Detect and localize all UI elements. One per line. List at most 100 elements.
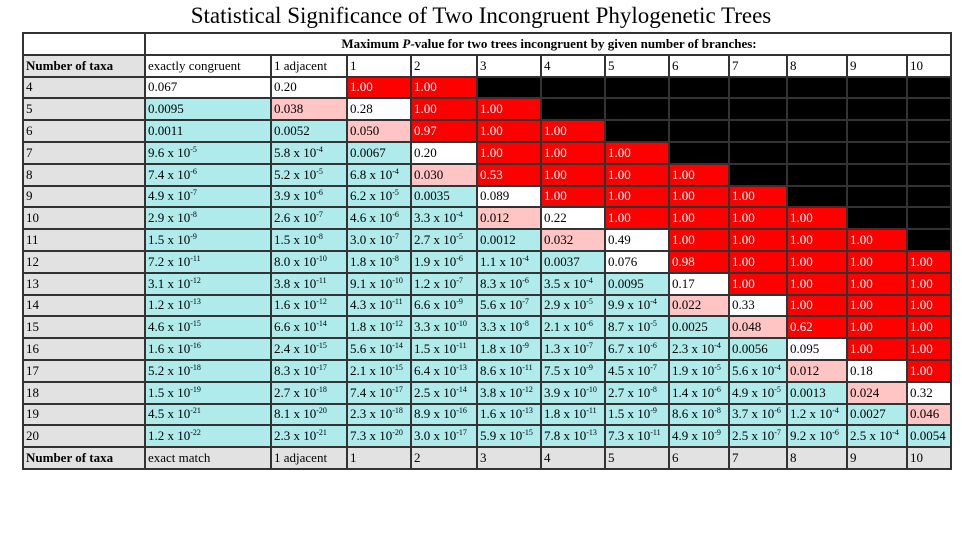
p-value-cell: 2.1 x 10-15 [346,358,412,383]
p-value-cell: 4.9 x 10-9 [668,424,730,449]
p-value-cell: 1.00 [410,75,478,100]
p-value-cell: 1.00 [668,184,730,209]
column-header: 7 [728,446,788,470]
p-value-cell: 2.5 x 10-14 [410,380,478,405]
column-header: 8 [786,53,848,78]
p-value-cell [846,75,908,100]
p-value-cell: 1.6 x 10-13 [476,402,542,427]
p-value-cell: 4.5 x 10-21 [144,402,272,427]
taxa-count: 5 [22,97,146,122]
p-value-cell: 1.00 [728,249,788,274]
p-value-cell: 1.00 [906,249,952,274]
p-value-cell: 1.00 [846,249,908,274]
column-header: 4 [540,446,606,470]
p-value-cell: 7.3 x 10-11 [604,424,670,449]
taxa-count: 13 [22,271,146,296]
p-value-cell [728,75,788,100]
p-value-cell: 0.0054 [906,424,952,449]
p-value-cell: 1.8 x 10-8 [346,249,412,274]
p-value-cell: 1.00 [728,271,788,296]
p-value-cell: 1.8 x 10-11 [540,402,606,427]
taxa-count: 7 [22,140,146,165]
p-value-cell: 1.9 x 10-5 [668,358,730,383]
column-header: 3 [476,446,542,470]
p-value-cell: 0.0012 [476,228,542,252]
p-value-cell: 1.5 x 10-11 [410,337,478,361]
p-value-cell: 1.00 [668,228,730,252]
p-value-cell: 1.00 [604,184,670,209]
taxa-count: 6 [22,119,146,143]
taxa-count: 8 [22,162,146,187]
taxa-count: 17 [22,358,146,383]
p-value-cell [846,206,908,231]
p-value-cell: 0.067 [144,75,272,100]
p-value-cell [846,97,908,122]
p-value-cell: 7.8 x 10-13 [540,424,606,449]
p-value-cell [786,162,848,187]
table-row: 14 1.2 x 10-13 1.6 x 10-12 4.3 x 10-11 6.6 x… [22,293,952,318]
column-header: 1 [346,446,412,470]
p-value-cell: 8.3 x 10-6 [476,271,542,296]
p-value-cell [540,97,606,122]
p-value-cell [668,140,730,165]
p-value-cell [906,228,952,252]
p-value-cell: 8.3 x 10-17 [270,358,348,383]
p-value-cell: 0.0037 [540,249,606,274]
row-header-label: Number of taxa [22,53,146,78]
p-value-cell [846,119,908,143]
p-value-cell: 0.012 [786,358,848,383]
p-value-cell: 3.0 x 10-17 [410,424,478,449]
p-value-cell: 1.00 [846,337,908,361]
p-value-cell: 0.53 [476,162,542,187]
column-header: 8 [786,446,848,470]
taxa-count: 16 [22,337,146,361]
p-value-cell: 0.030 [410,162,478,187]
p-value-cell: 1.2 x 10-22 [144,424,272,449]
p-value-cell: 2.5 x 10-7 [728,424,788,449]
p-value-cell: 3.8 x 10-11 [270,271,348,296]
p-value-cell: 0.0035 [410,184,478,209]
p-value-cell: 1.00 [846,315,908,340]
p-value-cell: 1.6 x 10-16 [144,337,272,361]
p-value-cell: 4.9 x 10-5 [728,380,788,405]
p-value-cell: 9.6 x 10-5 [144,140,272,165]
table-row: 7 9.6 x 10-5 5.8 x 10-4 0.0067 0.20 1.00 1.00 1… [22,140,952,165]
p-value-cell: 2.7 x 10-8 [604,380,670,405]
p-value-cell: 1.00 [476,97,542,122]
p-value-cell: 3.9 x 10-10 [540,380,606,405]
column-header: 1 adjacent [270,446,348,470]
p-value-cell: 1.00 [728,184,788,209]
p-value-cell [906,140,952,165]
p-value-cell: 7.5 x 10-9 [540,358,606,383]
p-value-cell: 1.00 [346,75,412,100]
p-value-cell: 1.00 [906,293,952,318]
column-header: 10 [906,53,952,78]
p-value-cell: 0.0052 [270,119,348,143]
p-value-cell: 1.2 x 10-7 [410,271,478,296]
p-value-cell: 1.5 x 10-9 [144,228,272,252]
taxa-count: 12 [22,249,146,274]
p-value-cell: 1.1 x 10-4 [476,249,542,274]
p-value-cell: 1.00 [668,162,730,187]
p-value-cell: 1.8 x 10-9 [476,337,542,361]
p-value-cell: 8.0 x 10-10 [270,249,348,274]
p-value-cell: 1.5 x 10-8 [270,228,348,252]
p-value-cell [786,119,848,143]
column-header: 4 [540,53,606,78]
p-value-cell: 1.00 [410,97,478,122]
p-value-cell: 4.5 x 10-7 [604,358,670,383]
p-value-cell: 1.8 x 10-12 [346,315,412,340]
p-value-cell: 1.00 [846,271,908,296]
column-header: 6 [668,53,730,78]
table-row: 4 0.067 0.20 1.00 1.00 [22,75,952,100]
p-value-cell [786,97,848,122]
table-row: 20 1.2 x 10-22 2.3 x 10-21 7.3 x 10-20 3.0 x… [22,424,952,449]
p-value-cell: 1.00 [906,271,952,296]
p-value-cell [906,75,952,100]
table-row: 16 1.6 x 10-16 2.4 x 10-15 5.6 x 10-14 1.5 x… [22,337,952,361]
p-value-cell: 0.97 [410,119,478,143]
p-value-cell: 1.00 [540,184,606,209]
p-value-cell: 3.1 x 10-12 [144,271,272,296]
super-header: Maximum P-value for two trees incongruen… [144,32,952,56]
p-value-cell: 5.6 x 10-14 [346,337,412,361]
